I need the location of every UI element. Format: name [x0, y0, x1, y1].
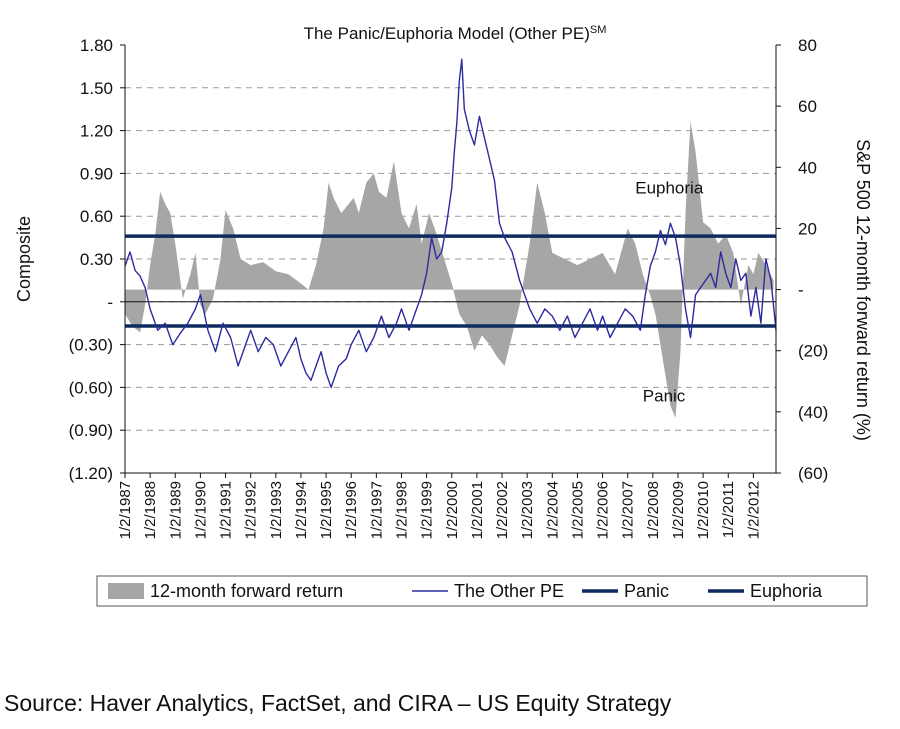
y2-tick-label: (20)	[798, 342, 828, 361]
y-axis-label: Composite	[14, 216, 34, 302]
x-axis-ticks: 1/2/1987 1/2/1988 1/2/1989 1/2/1990 1/2/1991…	[117, 473, 762, 539]
x-tick-label: 1/2/2002	[494, 481, 511, 539]
y2-tick-label: (40)	[798, 403, 828, 422]
x-tick-label: 1/2/1994	[293, 481, 310, 539]
legend-label-the-other-pe: The Other PE	[454, 581, 564, 601]
other-pe-line	[124, 58, 777, 389]
x-tick-label: 1/2/1990	[192, 481, 209, 539]
y-tick-label: 1.50	[80, 79, 113, 98]
x-tick-label: 1/2/1987	[117, 481, 134, 539]
x-tick-label: 1/2/2003	[519, 481, 536, 539]
y-tick-label: 0.60	[80, 207, 113, 226]
x-tick-label: 1/2/2004	[544, 481, 561, 539]
source-note: Source: Haver Analytics, FactSet, and CI…	[4, 690, 672, 716]
right-axis-ticks: 80 60 40 20 - (20) (40) (60)	[776, 36, 828, 483]
y-tick-label: (0.90)	[69, 421, 113, 440]
y2-axis-label: S&P 500 12-month forward return (%)	[853, 139, 873, 441]
annotations: Euphoria Panic	[635, 178, 704, 405]
x-tick-label: 1/2/2009	[670, 481, 687, 539]
y-tick-label: (0.60)	[69, 378, 113, 397]
annotation-euphoria: Euphoria	[635, 178, 704, 197]
y2-tick-label: 20	[798, 219, 817, 238]
legend-label-panic: Panic	[624, 581, 669, 601]
x-tick-label: 1/2/2008	[645, 481, 662, 539]
y-tick-label: 1.20	[80, 122, 113, 141]
x-tick-label: 1/2/2007	[620, 481, 637, 539]
x-tick-label: 1/2/2006	[595, 481, 612, 539]
y2-tick-label: 40	[798, 158, 817, 177]
y-tick-label: (1.20)	[69, 464, 113, 483]
x-tick-label: 1/2/2012	[745, 481, 762, 539]
chart-title-main: The Panic/Euphoria Model (Other PE)	[304, 24, 590, 43]
y2-tick-label: (60)	[798, 464, 828, 483]
x-tick-label: 1/2/2010	[695, 481, 712, 539]
y-tick-label: (0.30)	[69, 336, 113, 355]
left-axis-ticks: 1.80 1.50 1.20 0.90 0.60 0.30 - (0.30) (0.60) (0.…	[69, 36, 125, 483]
forward-return-area-path	[125, 121, 774, 419]
x-tick-label: 1/2/2001	[469, 481, 486, 539]
x-tick-label: 1/2/1989	[167, 481, 184, 539]
legend: 12-month forward return The Other PE Panic…	[96, 575, 868, 607]
x-tick-label: 1/2/2011	[720, 481, 737, 538]
y-tick-label: 1.80	[80, 36, 113, 55]
y-tick-label: 0.90	[80, 164, 113, 183]
x-tick-label: 1/2/1997	[368, 481, 385, 539]
x-tick-label: 1/2/1992	[243, 481, 260, 539]
y2-tick-label: 80	[798, 36, 817, 55]
legend-label-euphoria: Euphoria	[750, 581, 823, 601]
y-tick-label: -	[107, 293, 113, 312]
x-tick-label: 1/2/1998	[394, 481, 411, 539]
legend-label-12-month-forward-return: 12-month forward return	[150, 581, 343, 601]
x-tick-label: 1/2/2000	[444, 481, 461, 539]
x-tick-label: 1/2/1996	[343, 481, 360, 539]
x-tick-label: 1/2/1999	[419, 481, 436, 539]
y-tick-label: 0.30	[80, 250, 113, 269]
y2-tick-label: 60	[798, 97, 817, 116]
x-tick-label: 1/2/2005	[569, 481, 586, 539]
forward-return-area	[125, 121, 776, 419]
x-tick-label: 1/2/1993	[268, 481, 285, 539]
other-pe-line-layer	[124, 58, 777, 389]
chart-title-superscript: SM	[590, 24, 607, 36]
x-tick-label: 1/2/1995	[318, 481, 335, 539]
annotation-panic: Panic	[643, 387, 686, 406]
x-tick-label: 1/2/1988	[142, 481, 159, 539]
legend-swatch-12-month-forward-return	[108, 583, 144, 599]
y2-tick-label: -	[798, 281, 804, 300]
x-tick-label: 1/2/1991	[218, 481, 235, 539]
chart-title: The Panic/Euphoria Model (Other PE)SM	[304, 24, 607, 43]
